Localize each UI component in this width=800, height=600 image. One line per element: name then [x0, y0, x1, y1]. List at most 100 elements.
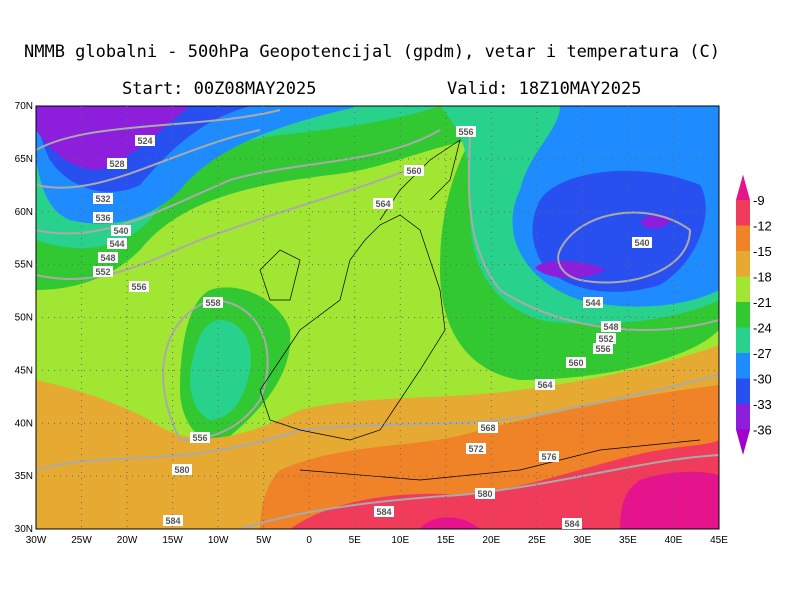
contour-label: 528 [109, 159, 124, 169]
start-time: Start: 00Z08MAY2025 [122, 79, 316, 99]
contour-label: 580 [477, 489, 492, 499]
contour-label: 560 [406, 166, 421, 176]
contour-label: 540 [634, 238, 649, 248]
colorbar-label: -15 [753, 244, 772, 259]
contour-label-bg [107, 238, 127, 249]
contour-label: 540 [113, 226, 128, 236]
colorbar-label: -33 [753, 397, 772, 412]
contour-label-bg [596, 333, 616, 344]
contour-label-bg [172, 464, 192, 475]
contour-label: 568 [480, 423, 495, 433]
contour-label-bg [456, 126, 476, 137]
contour-label-bg [404, 165, 424, 176]
map-field [36, 106, 719, 529]
colorbar-label: -27 [753, 346, 772, 361]
colorbar-label: -30 [753, 372, 772, 387]
contour-label-bg [593, 343, 613, 354]
contour-label-bg [203, 297, 223, 308]
colorbar-label: -12 [753, 219, 772, 234]
lon-label: 30W [26, 535, 47, 546]
contour-label-bg [562, 518, 582, 529]
lon-label: 40E [665, 535, 683, 546]
contour-label-bg [535, 379, 555, 390]
contour-label: 552 [598, 334, 613, 344]
contour-label-bg [466, 443, 486, 454]
colorbar-triangle [736, 174, 750, 200]
contour-label: 572 [468, 444, 483, 454]
colorbar-box [736, 378, 750, 404]
contour-label: 584 [564, 519, 579, 529]
title: NMMB globalni - 500hPa Geopotencijal (gp… [24, 42, 720, 62]
lon-label: 10E [391, 535, 409, 546]
lon-label: 5E [349, 535, 362, 546]
contour-label-bg [107, 158, 127, 169]
colorbar-box [736, 353, 750, 379]
lat-label: 70N [15, 101, 33, 112]
lat-label: 50N [15, 313, 33, 324]
contour-label-bg [566, 357, 586, 368]
colorbar-box [736, 251, 750, 277]
valid-time: Valid: 18Z10MAY2025 [447, 79, 641, 99]
contour-label-bg [190, 432, 210, 443]
lat-label: 35N [15, 471, 33, 482]
contour-label-bg [135, 135, 155, 146]
lon-label: 10W [208, 535, 229, 546]
contour-label-bg [539, 451, 559, 462]
lat-label: 60N [15, 207, 33, 218]
lat-label: 45N [15, 365, 33, 376]
contour-label: 544 [109, 239, 124, 249]
colorbar-label: -18 [753, 270, 772, 285]
contour-label: 556 [595, 344, 610, 354]
colorbar-box [736, 276, 750, 302]
contour-label: 556 [131, 282, 146, 292]
contour-label-bg [129, 281, 149, 292]
lat-label: 65N [15, 154, 33, 165]
colorbar-label: -9 [753, 193, 765, 208]
colorbar-label: -21 [753, 295, 772, 310]
contour-label-bg [93, 193, 113, 204]
contour-label: 584 [376, 507, 391, 517]
contour-label: 556 [458, 127, 473, 137]
colorbar-box [736, 327, 750, 353]
contour-label: 536 [95, 213, 110, 223]
colorbar-box [736, 225, 750, 251]
colorbar-label: -24 [753, 321, 772, 336]
contour-label: 576 [541, 452, 556, 462]
contour-label-bg [583, 297, 603, 308]
lon-label: 45E [710, 535, 728, 546]
contour-label: 556 [192, 433, 207, 443]
lat-label: 30N [15, 524, 33, 535]
lat-label: 55N [15, 260, 33, 271]
colorbar-box [736, 200, 750, 226]
contour-label: 532 [95, 194, 110, 204]
contour-label-bg [374, 506, 394, 517]
contour-label-bg [632, 237, 652, 248]
lon-label: 25W [71, 535, 92, 546]
lon-label: 0 [306, 535, 312, 546]
lon-label: 15E [437, 535, 455, 546]
contour-label: 560 [568, 358, 583, 368]
lon-label: 25E [528, 535, 546, 546]
contour-label-bg [93, 212, 113, 223]
lon-label: 20E [482, 535, 500, 546]
contour-label: 558 [205, 298, 220, 308]
contour-label-bg [475, 488, 495, 499]
contour-label: 548 [100, 253, 115, 263]
contour-label-bg [478, 422, 498, 433]
contour-label-bg [163, 515, 183, 526]
contour-label: 564 [537, 380, 552, 390]
contour-label: 564 [375, 199, 390, 209]
contour-label-bg [98, 252, 118, 263]
contour-label: 584 [165, 516, 180, 526]
contour-label-bg [601, 321, 621, 332]
colorbar-triangle [736, 429, 750, 455]
lon-label: 15W [162, 535, 183, 546]
lon-label: 20W [117, 535, 138, 546]
colorbar-label: -36 [753, 423, 772, 438]
contour-label: 544 [585, 298, 600, 308]
lon-label: 5W [256, 535, 272, 546]
contour-label-bg [93, 266, 113, 277]
contour-label: 548 [603, 322, 618, 332]
